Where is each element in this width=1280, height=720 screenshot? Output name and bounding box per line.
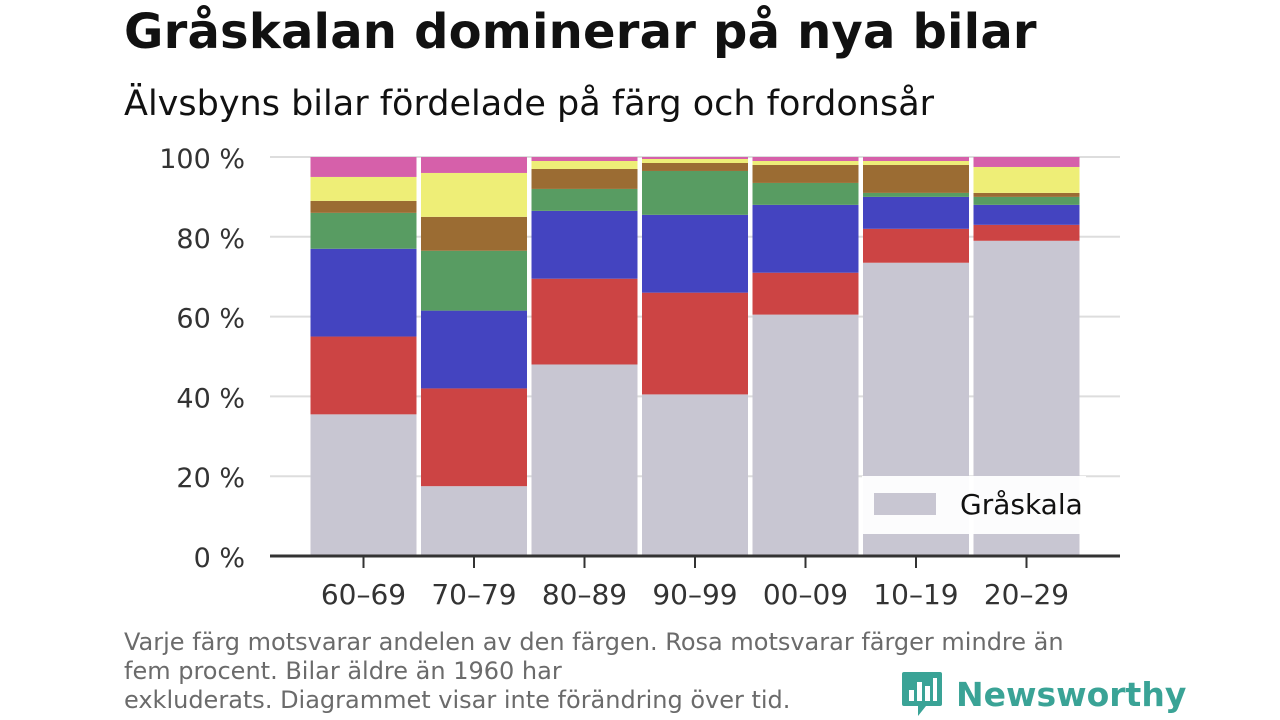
bars: [310, 157, 1080, 557]
legend-label: Gråskala: [960, 488, 1083, 521]
bar-segment: [310, 414, 417, 556]
bar-segment: [310, 157, 417, 177]
legend: Gråskala: [862, 476, 1086, 534]
y-tick-label: 40 %: [176, 383, 245, 414]
x-tick-label: 00–09: [763, 578, 848, 611]
x-tick-label: 90–99: [652, 578, 737, 611]
bar-segment: [973, 224, 1080, 241]
chart-title: Gråskalan dominerar på nya bilar: [124, 4, 1037, 60]
x-tick-label: 80–89: [542, 578, 627, 611]
bar-segment: [531, 278, 638, 365]
bar-segment: [642, 292, 748, 395]
bar-segment: [863, 228, 969, 263]
footnote: Varje färg motsvarar andelen av den färg…: [124, 628, 1144, 715]
bar-segment: [752, 204, 859, 273]
bar-segment: [421, 172, 527, 217]
bar-segment: [863, 157, 969, 161]
bar-segment: [310, 212, 417, 249]
bar-segment: [973, 196, 1080, 205]
bar-segment: [421, 157, 527, 173]
bar-chart-bubble-icon: [902, 672, 942, 716]
brand-logo: Newsworthy: [900, 670, 1186, 718]
footnote-line-1: Varje färg motsvarar andelen av den färg…: [124, 628, 1064, 656]
bar-segment: [642, 162, 748, 171]
bar-segment: [531, 364, 638, 556]
bar-segment: [310, 336, 417, 415]
bar-segment: [421, 486, 527, 556]
bar-segment: [421, 388, 527, 487]
bar-segment: [642, 394, 748, 556]
x-tick-label: 60–69: [321, 578, 406, 611]
bar-segment: [752, 157, 859, 161]
y-tick-label: 100 %: [159, 144, 245, 175]
bar-segment: [973, 204, 1080, 225]
bar-segment: [531, 160, 638, 169]
bar-segment: [752, 314, 859, 556]
bar-segment: [642, 158, 748, 163]
footnote-line-2: fem procent. Bilar äldre än 1960 har: [124, 657, 562, 685]
bar-segment: [421, 250, 527, 311]
bar-segment: [310, 248, 417, 337]
y-tick-label: 60 %: [176, 304, 245, 335]
bar-segment: [973, 192, 1080, 197]
bar-segment: [752, 272, 859, 315]
bar-segment: [531, 210, 638, 279]
bar-segment: [310, 200, 417, 213]
bar-segment: [531, 157, 638, 161]
bar-segment: [642, 157, 748, 159]
y-tick-label: 80 %: [176, 224, 245, 255]
bar-segment: [531, 188, 638, 211]
bar-segment: [752, 182, 859, 205]
y-tick-label: 0 %: [194, 543, 245, 574]
chart-subtitle: Älvsbyns bilar fördelade på färg och for…: [124, 84, 935, 124]
bar-segment: [863, 192, 969, 197]
bar-segment: [642, 170, 748, 215]
x-tick-label: 10–19: [873, 578, 958, 611]
legend-swatch: [874, 493, 936, 515]
brand-name: Newsworthy: [956, 674, 1187, 714]
bar-segment: [863, 164, 969, 193]
bar-segment: [973, 157, 1080, 167]
bar-segment: [752, 160, 859, 165]
bar-segment: [531, 168, 638, 189]
x-tick-label: 70–79: [431, 578, 516, 611]
footnote-line-3: exkluderats. Diagrammet visar inte förän…: [124, 686, 791, 714]
bar-segment: [421, 310, 527, 389]
y-tick-label: 20 %: [176, 463, 245, 494]
bar-segment: [752, 164, 859, 183]
bar-segment: [421, 216, 527, 251]
bar-segment: [642, 214, 748, 293]
bar-segment: [863, 160, 969, 165]
bar-segment: [863, 196, 969, 229]
x-tick-label: 20–29: [984, 578, 1069, 611]
axes: 0 % 20 % 40 % 60 % 80 % 100 % 60–69 70–79 80–89 9…: [159, 144, 1120, 611]
bar-segment: [973, 166, 1080, 193]
bar-segment: [310, 176, 417, 201]
